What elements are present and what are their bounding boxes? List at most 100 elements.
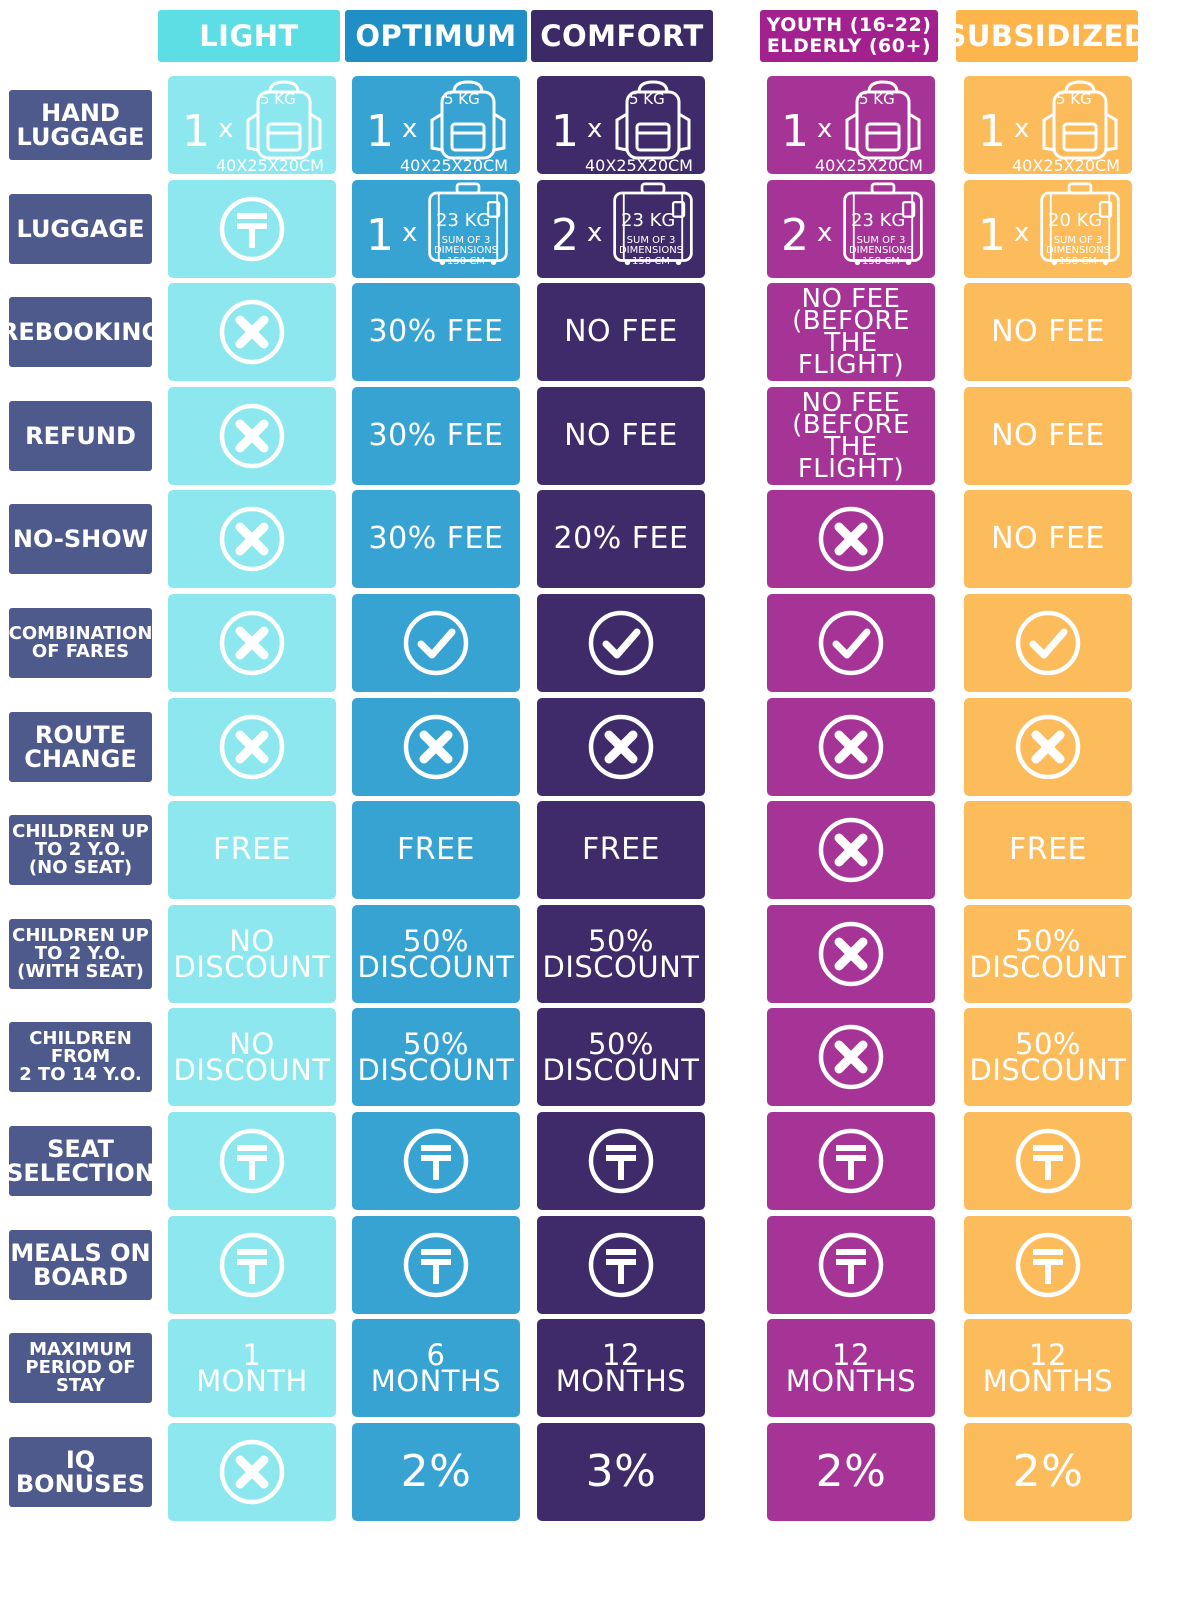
row-label-line: (WITH SEAT) [17, 960, 144, 982]
cell-text-line: 2% [1012, 1445, 1084, 1497]
weight-limit: 5 KG [1056, 90, 1092, 108]
cell-iq_bonuses-youth: 2% [767, 1422, 935, 1521]
row-label-hand_luggage: HAND LUGGAGE [9, 90, 152, 160]
size-limit-line: SUM OF 3 [441, 234, 491, 246]
cell-text-line: 1 [242, 1338, 262, 1373]
cell-text-line: 12 [832, 1338, 870, 1373]
cell-text: 50% DISCOUNT [357, 1027, 514, 1085]
row-label-line: STAY [55, 1375, 106, 1397]
multiply-sign: x [587, 114, 603, 144]
cell-max_stay-comfort: 12 MONTHS [537, 1319, 705, 1418]
column-header-subsidized: SUBSIDIZED [946, 10, 1148, 62]
cell-text-line: NO FEE [991, 521, 1105, 557]
cell-combination-comfort [537, 594, 705, 692]
column-header-optimum: OPTIMUM [345, 10, 527, 62]
cell-text-line: NO FEE [801, 387, 901, 418]
column-header-line: ELDERLY (60+) [766, 35, 932, 57]
size-limit-line: DIMENSIONS [848, 245, 914, 257]
cross-icon [219, 403, 285, 469]
row-label-line: CHILDREN [29, 1028, 132, 1050]
column-header-label: LIGHT [199, 19, 299, 53]
cell-text: NO DISCOUNT [173, 1027, 331, 1088]
tenge-currency-icon [219, 196, 285, 261]
cell-text-line: DISCOUNT [542, 949, 700, 984]
suitcase-icon [428, 182, 508, 265]
row-label-line: BOARD [32, 1262, 129, 1291]
cell-iq_bonuses-comfort: 3% [537, 1422, 705, 1521]
column-header-line: YOUTH (16-22) [766, 14, 932, 36]
cell-text-line: NO [229, 1027, 275, 1062]
multiply-sign: x [402, 114, 418, 144]
cell-text: NO FEE (BEFORE THE FLIGHT) [767, 286, 935, 378]
row-label-line: REBOOKING [0, 318, 162, 347]
cell-text: 30% FEE [369, 317, 504, 347]
row-label-line: SELECTION [6, 1159, 155, 1187]
cell-text-line: 30% FEE [368, 314, 504, 350]
cell-rebooking-comfort: NO FEE [537, 283, 705, 382]
backpack-icon [246, 80, 322, 160]
cross-icon [588, 714, 654, 779]
cross-icon [818, 714, 884, 779]
cell-max_stay-optimum: 6 MONTHS [352, 1319, 520, 1418]
column-header-label: COMFORT [540, 19, 704, 53]
size-limit-line: 158 CM [447, 255, 485, 267]
multiply-sign: x [587, 217, 603, 248]
cell-children_2_14-comfort: 50% DISCOUNT [537, 1008, 705, 1107]
cell-text-line: MONTHS [370, 1364, 502, 1399]
row-label-seat_selection: SEAT SELECTION [6, 1126, 155, 1196]
tenge-currency-icon [818, 1128, 884, 1194]
cell-iq_bonuses-light [168, 1422, 336, 1521]
size-limit: 40X25X20CM [815, 156, 923, 175]
cell-text: 2% [816, 1449, 887, 1494]
row-label-line: MEALS ON [10, 1238, 151, 1267]
row-label-line: PERIOD OF [25, 1357, 136, 1379]
cell-text: 50% DISCOUNT [542, 1030, 699, 1085]
size-limit-line: DIMENSIONS [1045, 245, 1111, 257]
backpack-icon [430, 80, 506, 160]
cell-seat_selection-youth [767, 1112, 935, 1210]
cell-meals-optimum [352, 1215, 520, 1314]
cell-max_stay-light: 1 MONTH [168, 1319, 336, 1418]
check-icon [1015, 610, 1081, 676]
cell-text: FREE [582, 835, 660, 865]
baggage-count: 2 [781, 209, 809, 261]
tenge-currency-icon [1015, 1128, 1081, 1194]
cross-icon [219, 507, 285, 572]
cell-route_change-optimum [352, 697, 520, 796]
multiply-sign: x [1014, 217, 1030, 248]
cell-children_2_14-light: NO DISCOUNT [168, 1008, 336, 1107]
cell-text-line: 20% FEE [553, 521, 689, 557]
cell-text: NO FEE [564, 317, 678, 347]
column-header-label: OPTIMUM [355, 19, 517, 53]
cell-seat_selection-comfort [537, 1112, 705, 1210]
row-label-max_stay: MAXIMUM PERIOD OF STAY [9, 1333, 152, 1404]
cross-icon [818, 507, 884, 572]
cell-text-line: 50% [403, 1027, 469, 1062]
cell-text-line: DISCOUNT [173, 1053, 331, 1088]
cell-text-line: 2% [400, 1445, 472, 1497]
cell-text: 50% DISCOUNT [969, 1030, 1126, 1085]
cell-children_2_14-subsidized: 50% DISCOUNT [964, 1008, 1132, 1107]
cell-text: 2% [1012, 1445, 1084, 1497]
cell-luggage-optimum: 1 x 23 KG SUM OF 3 DIMENSIONS 158 CM [352, 179, 520, 278]
cell-refund-comfort: NO FEE [537, 386, 705, 485]
cell-route_change-subsidized [964, 697, 1132, 796]
row-label-line: BONUSES [15, 1469, 146, 1498]
row-label-line: CHILDREN UP [12, 924, 149, 946]
size-limit-line: 158 CM [862, 255, 900, 267]
row-label-line: (NO SEAT) [28, 857, 133, 879]
cell-text-line: NO FEE [991, 417, 1105, 453]
cell-rebooking-youth: NO FEE (BEFORE THE FLIGHT) [767, 283, 935, 382]
backpack-icon [615, 80, 691, 160]
weight-limit: 23 KG [436, 209, 491, 231]
row-label-line: CHANGE [24, 744, 137, 773]
cross-icon [818, 921, 884, 987]
cell-text: NO DISCOUNT [173, 926, 330, 981]
cell-text-line: 12 [1029, 1338, 1067, 1373]
cell-text-line: FREE [212, 832, 291, 868]
cell-text-line: 12 [602, 1338, 640, 1373]
